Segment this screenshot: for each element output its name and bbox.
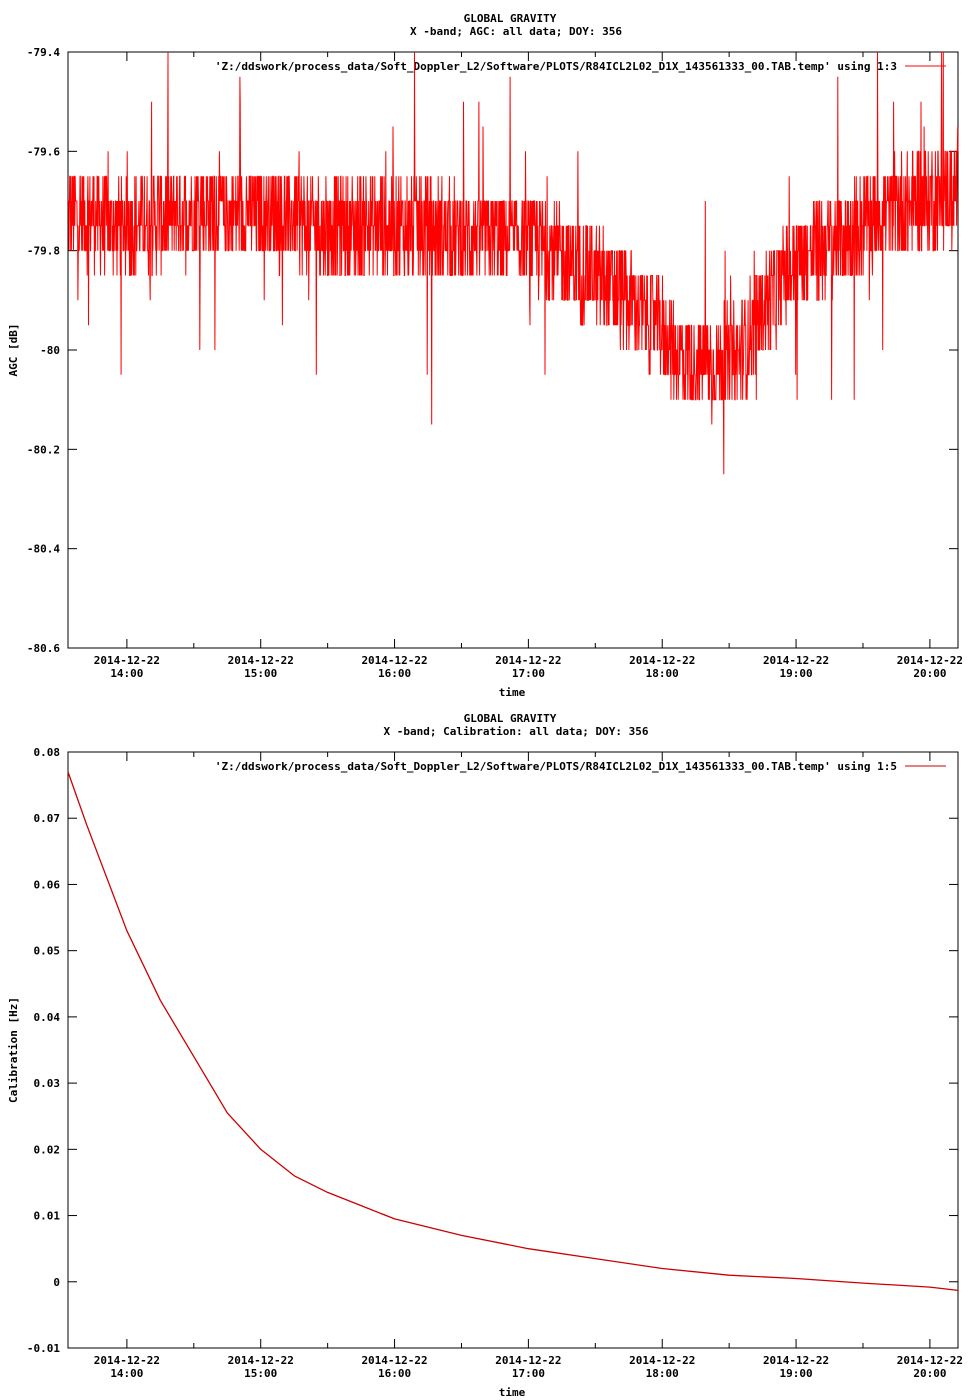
y-tick-label: 0: [53, 1276, 60, 1289]
y-tick-label: 0.01: [34, 1210, 61, 1223]
y-tick-label: 0.04: [34, 1011, 61, 1024]
x-tick-date-label: 2014-12-22: [763, 654, 829, 667]
y-tick-label: 0.08: [34, 746, 61, 759]
plot-frame: [67, 751, 959, 1349]
x-tick-date-label: 2014-12-22: [94, 654, 160, 667]
y-tick-label: 0.02: [34, 1143, 61, 1156]
legend-label: 'Z:/ddswork/process_data/Soft_Doppler_L2…: [215, 760, 897, 773]
x-tick-time-label: 14:00: [110, 1367, 143, 1380]
chart-title: GLOBAL GRAVITY: [464, 12, 557, 25]
calibration-series-line: [67, 771, 959, 1292]
y-tick-label: -80.4: [27, 543, 60, 556]
y-tick-label: -79.8: [27, 245, 60, 258]
y-axis-label: Calibration [Hz]: [7, 997, 20, 1103]
x-tick-time-label: 18:00: [646, 667, 679, 680]
legend-label: 'Z:/ddswork/process_data/Soft_Doppler_L2…: [215, 60, 897, 73]
x-tick-time-label: 14:00: [110, 667, 143, 680]
x-tick-time-label: 17:00: [512, 667, 545, 680]
chart-title: GLOBAL GRAVITY: [464, 712, 557, 725]
plot-frame: [67, 51, 959, 649]
x-tick-time-label: 15:00: [244, 1367, 277, 1380]
y-tick-label: 0.05: [34, 945, 61, 958]
x-tick-time-label: 16:00: [378, 667, 411, 680]
x-tick-time-label: 20:00: [913, 667, 946, 680]
x-tick-date-label: 2014-12-22: [94, 1354, 160, 1367]
y-tick-label: 0.03: [34, 1077, 61, 1090]
y-tick-label: -80.2: [27, 443, 60, 456]
x-tick-date-label: 2014-12-22: [629, 1354, 695, 1367]
x-tick-date-label: 2014-12-22: [228, 1354, 294, 1367]
y-tick-label: -80: [40, 344, 60, 357]
x-tick-date-label: 2014-12-22: [763, 1354, 829, 1367]
x-tick-time-label: 17:00: [512, 1367, 545, 1380]
x-tick-date-label: 2014-12-22: [228, 654, 294, 667]
x-tick-date-label: 2014-12-22: [897, 1354, 963, 1367]
y-tick-label: -0.01: [27, 1342, 60, 1355]
x-tick-date-label: 2014-12-22: [361, 654, 427, 667]
y-tick-label: 0.07: [34, 812, 61, 825]
x-tick-time-label: 20:00: [913, 1367, 946, 1380]
chart-subtitle: X -band; AGC: all data; DOY: 356: [410, 25, 622, 38]
x-tick-date-label: 2014-12-22: [629, 654, 695, 667]
x-tick-time-label: 16:00: [378, 1367, 411, 1380]
agc-series-line: [68, 51, 959, 475]
x-tick-time-label: 15:00: [244, 667, 277, 680]
y-tick-label: -79.6: [27, 145, 60, 158]
y-axis-label: AGC [dB]: [7, 324, 20, 377]
chart-subtitle: X -band; Calibration: all data; DOY: 356: [384, 725, 649, 738]
x-tick-date-label: 2014-12-22: [495, 654, 561, 667]
x-tick-date-label: 2014-12-22: [897, 654, 963, 667]
x-tick-date-label: 2014-12-22: [495, 1354, 561, 1367]
x-axis-label: time: [499, 686, 526, 699]
x-tick-time-label: 19:00: [779, 1367, 812, 1380]
y-tick-label: 0.06: [34, 878, 61, 891]
x-tick-time-label: 19:00: [779, 667, 812, 680]
y-tick-label: -80.6: [27, 642, 60, 655]
y-tick-label: -79.4: [27, 46, 60, 59]
x-tick-date-label: 2014-12-22: [361, 1354, 427, 1367]
x-tick-time-label: 18:00: [646, 1367, 679, 1380]
x-axis-label: time: [499, 1386, 526, 1399]
